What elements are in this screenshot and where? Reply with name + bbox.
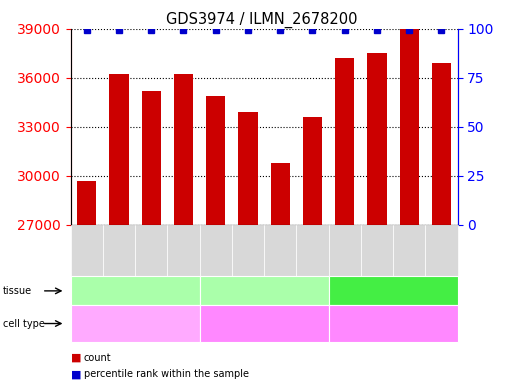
Text: GDS3974 / ILMN_2678200: GDS3974 / ILMN_2678200 xyxy=(166,12,357,28)
Bar xyxy=(335,58,355,384)
Text: bone marrow: bone marrow xyxy=(100,286,169,296)
Text: ■: ■ xyxy=(71,353,81,363)
Text: mesenchymal stem cells
(MSC): mesenchymal stem cells (MSC) xyxy=(83,314,187,333)
Bar xyxy=(270,163,290,384)
Bar xyxy=(432,63,451,384)
Text: cardiac derived MSC-like cells: cardiac derived MSC-like cells xyxy=(201,319,327,328)
Text: GSM787852: GSM787852 xyxy=(303,227,313,274)
Text: GSM787845: GSM787845 xyxy=(78,227,87,274)
Text: GSM787846: GSM787846 xyxy=(110,227,119,274)
Bar xyxy=(303,117,322,384)
Text: heart: heart xyxy=(250,286,278,296)
Bar xyxy=(238,112,258,384)
Bar xyxy=(400,25,419,384)
Text: GSM787853: GSM787853 xyxy=(336,227,345,274)
Text: kidney derived MSC-like cells: kidney derived MSC-like cells xyxy=(332,319,454,328)
Bar xyxy=(77,180,96,384)
Text: percentile rank within the sample: percentile rank within the sample xyxy=(84,369,248,379)
Text: GSM787854: GSM787854 xyxy=(368,227,377,274)
Text: GSM787849: GSM787849 xyxy=(207,227,216,274)
Text: GSM787851: GSM787851 xyxy=(271,227,280,274)
Bar xyxy=(206,96,225,384)
Bar xyxy=(142,91,161,384)
Bar xyxy=(367,53,386,384)
Text: kidney: kidney xyxy=(376,286,411,296)
Text: ■: ■ xyxy=(71,369,81,379)
Bar xyxy=(174,74,193,384)
Text: cell type: cell type xyxy=(3,318,44,329)
Text: GSM787847: GSM787847 xyxy=(142,227,151,274)
Text: GSM787855: GSM787855 xyxy=(400,227,410,274)
Text: GSM787850: GSM787850 xyxy=(239,227,248,274)
Text: tissue: tissue xyxy=(3,286,32,296)
Bar xyxy=(109,74,129,384)
Text: GSM787848: GSM787848 xyxy=(175,227,184,274)
Text: count: count xyxy=(84,353,111,363)
Text: GSM787856: GSM787856 xyxy=(433,227,441,274)
